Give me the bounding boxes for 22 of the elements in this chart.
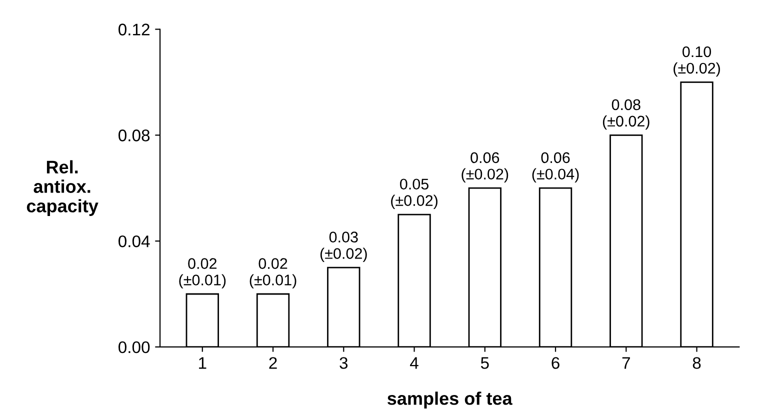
y-axis-title: Rel. antiox. capacity [26, 160, 98, 216]
data-label: 0.08 (±0.02) [602, 99, 650, 130]
y-tick-label: 0.00 [118, 341, 150, 354]
x-tick-label: 2 [269, 357, 277, 369]
y-tick-label: 0.04 [118, 235, 150, 248]
y-tick-label: 0.12 [118, 24, 150, 36]
x-axis-title: samples of tea [388, 392, 512, 408]
x-tick-label: 4 [410, 357, 418, 369]
y-tick-label: 0.08 [118, 130, 150, 142]
data-label: 0.02 (±0.01) [179, 258, 226, 288]
x-tick-label: 6 [552, 357, 560, 369]
x-tick-label: 8 [692, 357, 701, 369]
x-tick-label: 7 [622, 357, 630, 369]
x-tick-label: 1 [199, 357, 206, 369]
data-label: 0.03 (±0.02) [320, 232, 367, 262]
data-label: 0.06 (±0.02) [462, 152, 508, 183]
data-label: 0.02 (±0.01) [250, 258, 296, 288]
data-label: 0.05 (±0.02) [391, 178, 438, 210]
data-label: 0.10 (±0.02) [674, 46, 720, 77]
x-tick-label: 5 [480, 357, 489, 369]
data-label: 0.06 (±0.04) [532, 152, 579, 183]
x-tick-label: 3 [340, 357, 348, 369]
